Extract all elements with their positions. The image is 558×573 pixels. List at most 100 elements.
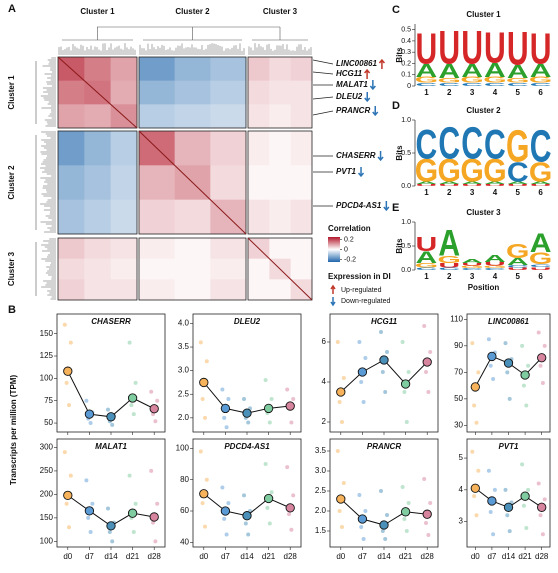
data-point (285, 387, 290, 392)
y-tick-label: 0.5 (401, 243, 411, 250)
data-point (153, 539, 158, 544)
data-point (242, 396, 246, 401)
logo-letter: U (530, 24, 552, 73)
plot-title: LINC00861 (488, 317, 529, 326)
heatmap-cell (290, 199, 313, 235)
y-tick-label: 0 (407, 83, 411, 90)
logo-letter: A (416, 248, 438, 266)
data-point (107, 529, 112, 534)
logo-title: Cluster 2 (466, 106, 501, 115)
logo-letter: A (416, 181, 438, 185)
gene-pointer (312, 110, 334, 116)
heatmap-cell (110, 131, 138, 166)
cluster-label: Cluster 2 (175, 7, 210, 16)
heatmap-cell (248, 80, 270, 105)
panel-label: D (392, 100, 400, 112)
heatmap-cell (110, 199, 138, 235)
data-point (222, 516, 227, 521)
colorbar-title: Correlation (328, 224, 371, 233)
heatmap-cell (58, 80, 85, 105)
heatmap-cell (139, 199, 175, 235)
data-point (503, 487, 508, 492)
data-point (203, 415, 207, 420)
data-point (224, 425, 229, 430)
gene-pointer (312, 96, 334, 100)
logo-letter: C (416, 121, 438, 168)
heatmap-cell (139, 279, 175, 301)
logo-letter: C (438, 82, 460, 87)
data-point (289, 420, 294, 425)
data-point (133, 380, 138, 385)
data-point (88, 529, 93, 534)
data-point (505, 513, 510, 518)
heatmap-cell (139, 104, 175, 129)
y-tick-label: 100 (40, 536, 54, 545)
heatmap-cell (139, 238, 175, 259)
y-tick-label: 3.5 (178, 342, 190, 351)
mean-point (400, 379, 411, 389)
heatmap-cell (290, 238, 313, 259)
logo-letter: U (438, 184, 460, 187)
logo-letter: A (438, 224, 460, 264)
x-tick-label: d7 (487, 552, 496, 561)
plot-frame (192, 438, 302, 548)
y-tick-label: 60 (180, 506, 189, 515)
heatmap-cell (210, 279, 247, 301)
data-point (67, 525, 71, 530)
data-point (428, 501, 433, 505)
block-border (57, 130, 138, 235)
cluster-label: Cluster 3 (7, 251, 16, 286)
data-point (62, 450, 67, 455)
x-tick-label: 2 (447, 272, 452, 281)
data-point (486, 337, 491, 342)
direction-arrow (378, 58, 385, 69)
x-tick-label: d21 (126, 552, 140, 561)
gene-label: PVT1 (336, 167, 357, 176)
x-tick-label: d28 (535, 552, 549, 561)
y-tick-label: 75 (44, 396, 53, 405)
logo-letter: U (416, 184, 438, 187)
data-point (385, 513, 389, 517)
logo-letter: U (484, 184, 506, 187)
heatmap-cell (174, 199, 211, 235)
logo-letter: G (415, 261, 438, 269)
logo-letter: A (484, 181, 506, 185)
data-point (380, 529, 385, 533)
mean-line (67, 370, 155, 418)
x-tick-label: 6 (538, 188, 543, 197)
data-point (340, 420, 344, 424)
colorbar-tick-label: -0.2 (344, 256, 356, 263)
mean-point (84, 409, 95, 419)
logo-letter: A (530, 61, 552, 82)
data-point (402, 390, 407, 394)
y-tick-label: 2.5 (178, 389, 190, 398)
block-border (57, 237, 138, 301)
heatmap-cell (58, 131, 85, 166)
mean-point (520, 491, 530, 501)
data-point (64, 501, 69, 506)
logo-letter: A (416, 61, 438, 82)
y-tick-label: 250 (40, 466, 54, 475)
x-tick-label: 5 (516, 188, 521, 197)
heatmap-cell (174, 258, 211, 280)
mean-point (149, 512, 159, 522)
heatmap-cell (290, 104, 313, 129)
mean-point (84, 506, 95, 516)
heatmap-cell (110, 80, 138, 105)
data-point (267, 521, 272, 526)
data-point (340, 525, 344, 529)
mean-point (220, 403, 231, 414)
x-tick-label: d14 (240, 552, 254, 561)
x-tick-label: d14 (104, 552, 118, 561)
heatmap-cell (174, 57, 211, 81)
y-axis-label: Bits (395, 238, 404, 254)
logo-letter: A (484, 253, 506, 264)
heatmap-cell (290, 131, 313, 166)
heatmap-cell (84, 279, 111, 301)
logo-letter: U (530, 266, 552, 270)
y-tick-label: 50 (44, 418, 53, 427)
y-tick-label: 0.2 (401, 60, 411, 67)
heatmap-cell (110, 57, 138, 81)
x-tick-label: 6 (538, 272, 543, 281)
mean-point (285, 401, 295, 411)
